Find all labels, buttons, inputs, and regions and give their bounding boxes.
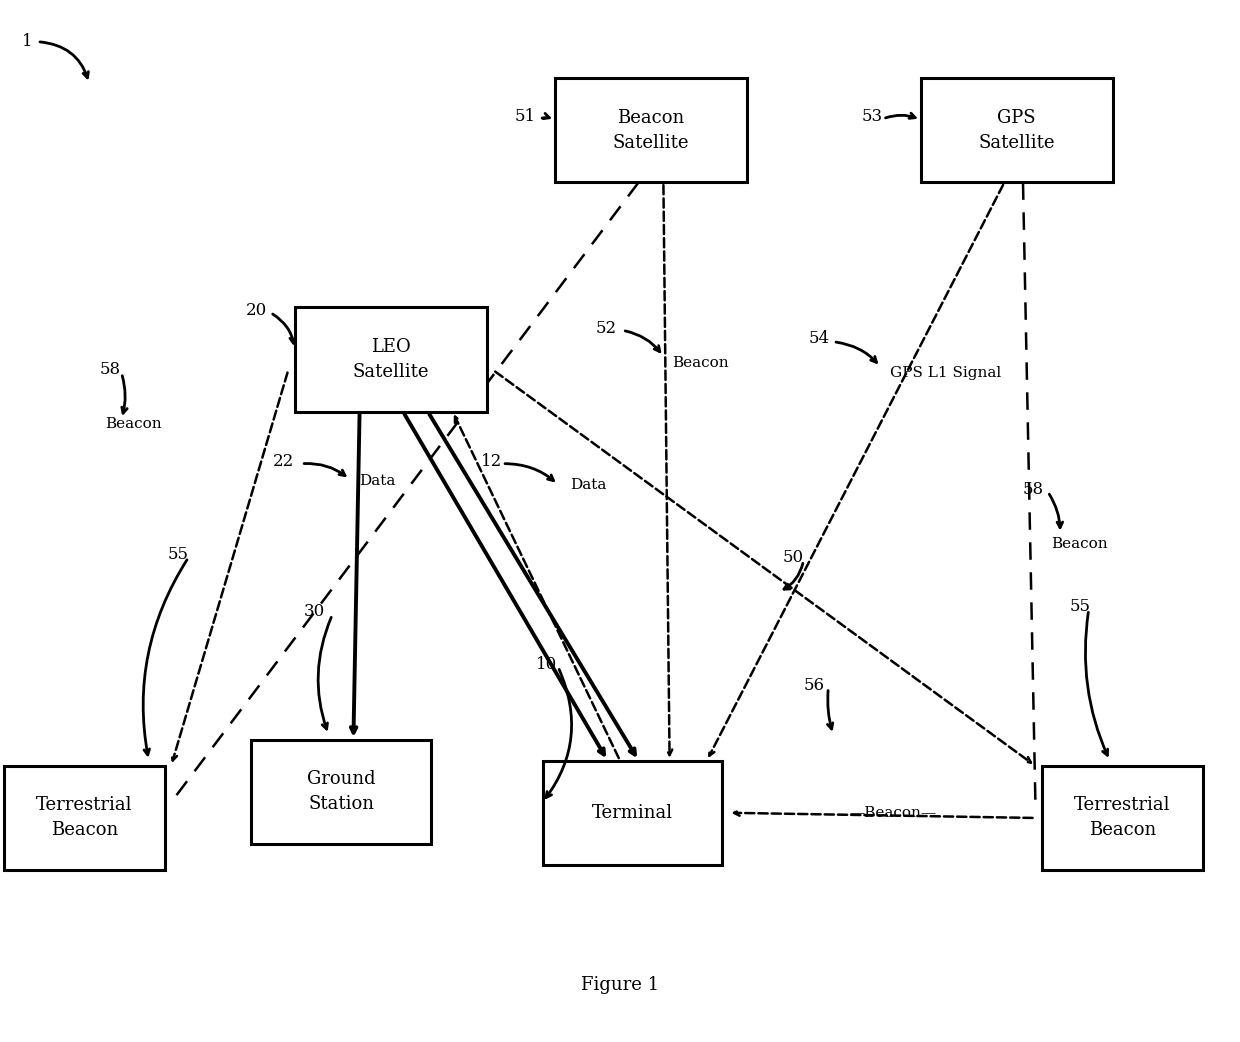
Text: Figure 1: Figure 1 bbox=[580, 975, 660, 994]
Text: 20: 20 bbox=[246, 302, 267, 319]
Text: Beacon: Beacon bbox=[1052, 537, 1109, 551]
Text: 30: 30 bbox=[304, 603, 325, 620]
FancyBboxPatch shape bbox=[920, 78, 1112, 182]
FancyBboxPatch shape bbox=[543, 761, 722, 865]
Text: 56: 56 bbox=[804, 677, 825, 694]
Text: Ground
Station: Ground Station bbox=[306, 770, 376, 814]
Text: 58: 58 bbox=[99, 362, 120, 378]
Text: 50: 50 bbox=[782, 549, 804, 566]
Text: 54: 54 bbox=[808, 330, 830, 347]
Text: 22: 22 bbox=[273, 453, 294, 470]
Text: 12: 12 bbox=[481, 453, 502, 470]
Text: Terrestrial
Beacon: Terrestrial Beacon bbox=[36, 796, 133, 840]
Text: 58: 58 bbox=[1023, 481, 1044, 498]
FancyBboxPatch shape bbox=[295, 307, 486, 412]
Text: —Beacon—: —Beacon— bbox=[849, 805, 936, 820]
Text: Data: Data bbox=[570, 477, 606, 492]
Text: Beacon
Satellite: Beacon Satellite bbox=[613, 108, 689, 152]
Text: 52: 52 bbox=[595, 320, 616, 337]
Text: 51: 51 bbox=[515, 108, 536, 125]
Text: LEO
Satellite: LEO Satellite bbox=[352, 338, 429, 381]
Text: 53: 53 bbox=[862, 108, 883, 125]
Text: 1: 1 bbox=[22, 33, 33, 50]
Text: 55: 55 bbox=[167, 546, 188, 563]
Text: Beacon: Beacon bbox=[672, 355, 729, 370]
FancyBboxPatch shape bbox=[250, 740, 432, 844]
FancyBboxPatch shape bbox=[4, 766, 165, 870]
Text: GPS L1 Signal: GPS L1 Signal bbox=[890, 366, 1002, 380]
Text: 10: 10 bbox=[536, 656, 557, 673]
Text: Beacon: Beacon bbox=[105, 417, 162, 431]
Text: 55: 55 bbox=[1070, 598, 1091, 615]
FancyBboxPatch shape bbox=[556, 78, 746, 182]
Text: GPS
Satellite: GPS Satellite bbox=[978, 108, 1055, 152]
FancyBboxPatch shape bbox=[1042, 766, 1203, 870]
Text: Terrestrial
Beacon: Terrestrial Beacon bbox=[1074, 796, 1171, 840]
Text: Terminal: Terminal bbox=[591, 803, 673, 822]
Text: Data: Data bbox=[360, 474, 396, 489]
